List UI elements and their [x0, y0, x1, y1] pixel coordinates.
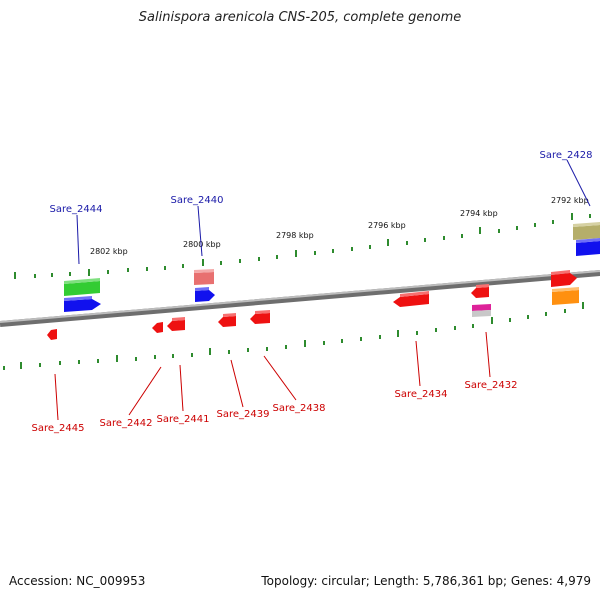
scale-label-2796: 2796 kbp [368, 221, 406, 230]
gene-label-sare-2434[interactable]: Sare_2434 [395, 389, 448, 400]
inner-tick-row [3, 302, 584, 370]
scale-label-2792: 2792 kbp [551, 196, 589, 205]
gene-label-sare-2440[interactable]: Sare_2440 [171, 195, 224, 206]
cds-red-2432-upper[interactable] [471, 284, 489, 298]
cds-red-sare-2439[interactable] [218, 313, 236, 327]
cds-red-sare-2438[interactable] [250, 310, 270, 324]
gene-label-sare-2442[interactable]: Sare_2442 [100, 418, 153, 429]
gene-label-sare-2432[interactable]: Sare_2432 [465, 380, 518, 391]
cds-blue-sare-2440[interactable] [195, 287, 215, 302]
gene-label-sare-2428[interactable]: Sare_2428 [540, 150, 593, 161]
scale-label-2802: 2802 kbp [90, 247, 128, 256]
scale-label-2798: 2798 kbp [276, 231, 314, 240]
cds-red-sare-2445[interactable] [47, 329, 57, 340]
gene-label-sare-2439[interactable]: Sare_2439 [217, 409, 270, 420]
gene-label-sare-2444[interactable]: Sare_2444 [50, 204, 103, 215]
forward-genes [64, 222, 600, 317]
map-title: Salinispora arenicola CNS-205, complete … [138, 10, 462, 25]
cds-red-sare-2434[interactable] [393, 291, 429, 307]
outer-tick-row [14, 213, 591, 279]
genome-backbone [0, 270, 600, 327]
cds-red-sare-2441[interactable] [167, 317, 185, 331]
cds-red-sare-2442[interactable] [152, 322, 163, 333]
accession-text: Accession: NC_009953 [9, 574, 146, 588]
cds-magenta[interactable] [472, 304, 491, 317]
genome-summary-text: Topology: circular; Length: 5,786,361 bp… [261, 574, 591, 588]
scale-label-2800: 2800 kbp [183, 240, 221, 249]
gene-label-sare-2445[interactable]: Sare_2445 [32, 423, 85, 434]
cds-red-outer[interactable] [551, 270, 577, 287]
cds-blue-edge[interactable] [576, 238, 600, 256]
cds-blue-sare-2444[interactable] [64, 296, 101, 312]
reverse-genes [47, 291, 429, 340]
cds-orange[interactable] [552, 287, 579, 305]
scale-label-2794: 2794 kbp [460, 209, 498, 218]
leader-lines [54, 159, 591, 421]
gene-label-sare-2441[interactable]: Sare_2441 [157, 414, 210, 425]
cds-pink[interactable] [194, 269, 214, 285]
cds-olive-sare-2428[interactable] [573, 222, 600, 240]
cds-green[interactable] [64, 278, 100, 296]
gene-label-sare-2438[interactable]: Sare_2438 [273, 403, 326, 414]
